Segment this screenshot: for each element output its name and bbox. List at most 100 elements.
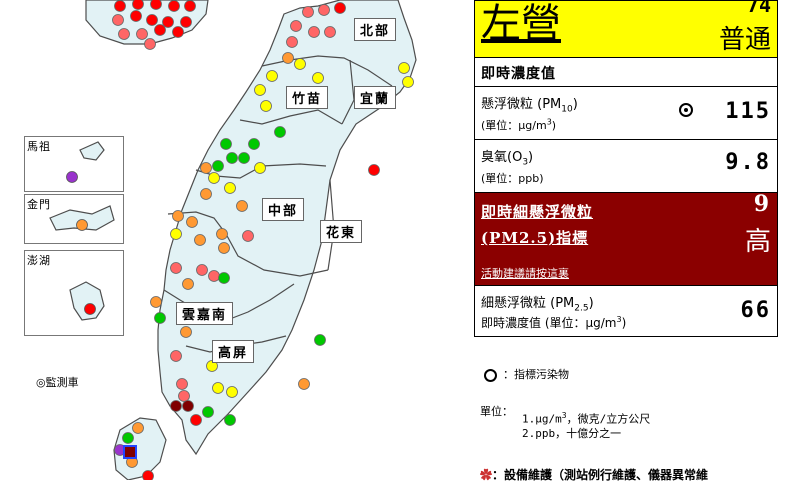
station-marker[interactable]: [226, 152, 238, 164]
station-marker[interactable]: [132, 0, 144, 10]
station-marker[interactable]: [154, 24, 166, 36]
station-marker[interactable]: [190, 414, 202, 426]
station-marker[interactable]: [170, 262, 182, 274]
station-marker[interactable]: [162, 16, 174, 28]
station-marker[interactable]: [180, 16, 192, 28]
station-marker[interactable]: [254, 84, 266, 96]
station-marker[interactable]: [182, 400, 194, 412]
station-marker[interactable]: [186, 216, 198, 228]
station-marker[interactable]: [216, 228, 228, 240]
border-hsinchu: [239, 109, 343, 125]
station-marker[interactable]: [398, 62, 410, 74]
station-marker[interactable]: [218, 272, 230, 284]
station-marker[interactable]: [150, 0, 162, 10]
indicator-text: ：指標污染物: [503, 368, 569, 381]
info-panel: 左營 74 普通 即時濃度值 懸浮微粒 (PM10) (單位：μg/m3) 11…: [474, 0, 778, 337]
station-marker[interactable]: [312, 72, 324, 84]
station-marker[interactable]: [242, 230, 254, 242]
pm25-label: 細懸浮微粒 (PM2.5): [481, 296, 594, 314]
region-tag-central[interactable]: 中部: [262, 198, 305, 221]
station-marker[interactable]: [220, 138, 232, 150]
station-marker[interactable]: [224, 182, 236, 194]
region-tag-north[interactable]: 北部: [354, 18, 397, 41]
o3-label: 臭氧(O3): [481, 150, 534, 168]
pm10-label: 懸浮微粒 (PM10): [481, 97, 578, 115]
pm25-index-value: 9: [753, 191, 769, 217]
station-marker[interactable]: [132, 422, 144, 434]
station-marker[interactable]: [112, 14, 124, 26]
site-name: 左營: [481, 1, 561, 47]
activity-advice-link[interactable]: 活動建議請按這裏: [481, 267, 569, 280]
station-marker[interactable]: [118, 28, 130, 40]
station-marker[interactable]: [286, 36, 298, 48]
station-marker[interactable]: [254, 162, 266, 174]
station-marker[interactable]: [178, 390, 190, 402]
station-marker[interactable]: [170, 400, 182, 412]
station-marker[interactable]: [402, 76, 414, 88]
station-marker[interactable]: [172, 26, 184, 38]
station-marker[interactable]: [170, 350, 182, 362]
station-marker[interactable]: [238, 152, 250, 164]
region-tag-pingtung[interactable]: 高屏: [212, 340, 255, 363]
station-marker[interactable]: [314, 334, 326, 346]
unit-head: 單位：: [480, 405, 513, 418]
station-marker[interactable]: [136, 28, 148, 40]
station-marker[interactable]: [282, 52, 294, 64]
station-marker[interactable]: [172, 210, 184, 222]
station-marker[interactable]: [142, 470, 154, 481]
station-marker[interactable]: [302, 6, 314, 18]
pm25-value: 66: [740, 298, 771, 323]
station-marker[interactable]: [154, 312, 166, 324]
pm25-row: 細懸浮微粒 (PM2.5) 即時濃度值 (單位：μg/m3) 66: [475, 286, 777, 336]
station-marker[interactable]: [146, 14, 158, 26]
station-marker[interactable]: [248, 138, 260, 150]
station-marker[interactable]: [298, 378, 310, 390]
station-marker[interactable]: [260, 100, 272, 112]
station-marker[interactable]: [290, 20, 302, 32]
station-marker[interactable]: [114, 0, 126, 12]
station-marker[interactable]: [218, 242, 230, 254]
station-marker[interactable]: [200, 188, 212, 200]
station-marker[interactable]: [130, 10, 142, 22]
station-marker[interactable]: [334, 2, 346, 14]
station-marker[interactable]: [202, 406, 214, 418]
selected-station-marker[interactable]: [123, 445, 137, 459]
station-marker[interactable]: [144, 38, 156, 50]
taiwan-main-island: [157, 0, 417, 456]
station-marker[interactable]: [168, 0, 180, 12]
unit-line-2: 2.ppb，十億分之一: [522, 427, 622, 440]
station-marker[interactable]: [274, 126, 286, 138]
station-marker[interactable]: [122, 432, 134, 444]
region-tag-yilan[interactable]: 宜蘭: [354, 86, 397, 109]
station-marker[interactable]: [266, 70, 278, 82]
station-marker[interactable]: [208, 270, 220, 282]
station-marker[interactable]: [212, 382, 224, 394]
station-marker[interactable]: [208, 172, 220, 184]
station-marker[interactable]: [368, 164, 380, 176]
station-marker[interactable]: [212, 160, 224, 172]
station-marker[interactable]: [180, 326, 192, 338]
station-marker[interactable]: [184, 0, 196, 12]
monitor-car-legend: ◎監測車: [36, 374, 79, 390]
station-marker[interactable]: [324, 26, 336, 38]
realtime-title-row: 即時濃度值: [475, 58, 777, 87]
pm25-index-title-1: 即時細懸浮微粒: [481, 203, 594, 221]
region-tag-hsinchu[interactable]: 竹苗: [286, 86, 329, 109]
region-tag-east[interactable]: 花東: [320, 220, 363, 243]
station-marker[interactable]: [224, 414, 236, 426]
station-marker[interactable]: [236, 200, 248, 212]
station-marker[interactable]: [182, 278, 194, 290]
station-marker[interactable]: [150, 296, 162, 308]
station-marker[interactable]: [308, 26, 320, 38]
station-marker[interactable]: [176, 378, 188, 390]
station-marker[interactable]: [318, 4, 330, 16]
station-marker[interactable]: [170, 228, 182, 240]
matsu-label: 馬祖: [27, 140, 51, 153]
region-tag-chiayi[interactable]: 雲嘉南: [176, 302, 234, 325]
station-marker[interactable]: [200, 162, 212, 174]
station-marker[interactable]: [294, 58, 306, 70]
station-marker[interactable]: [226, 386, 238, 398]
station-marker[interactable]: [194, 234, 206, 246]
unit-notes: 單位： 1.μg/m3，微克/立方公尺 2.ppb，十億分之一: [480, 404, 650, 440]
station-marker[interactable]: [196, 264, 208, 276]
